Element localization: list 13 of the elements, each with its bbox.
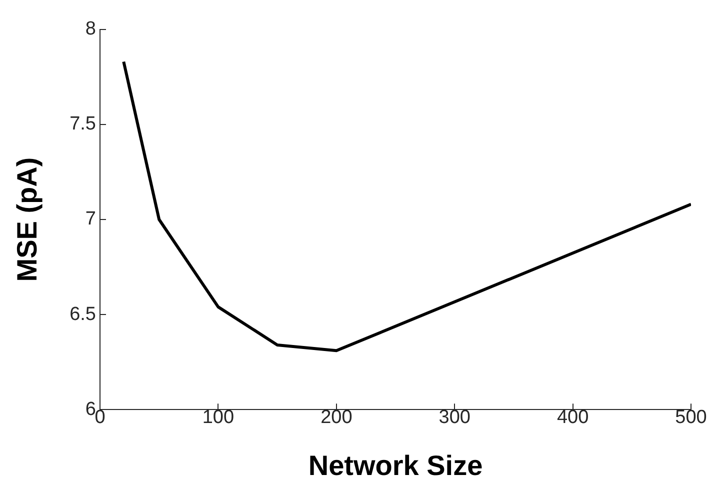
x-tick-label: 400 (556, 407, 589, 428)
x-tick-label: 200 (320, 407, 352, 428)
x-tick-label: 100 (202, 407, 234, 428)
x-axis-title: Network Size (308, 450, 483, 481)
y-axis-title: MSE (pA) (12, 157, 43, 282)
x-tick-label: 300 (438, 407, 470, 428)
y-tick-label: 6 (85, 398, 96, 420)
y-tick-label: 7.5 (70, 114, 96, 135)
x-tick-label: 500 (675, 407, 707, 428)
x-tick-label: 0 (94, 407, 106, 428)
y-tick-label: 6.5 (70, 304, 96, 325)
y-tick-label: 7 (85, 208, 96, 230)
y-tick-label: 8 (85, 18, 96, 40)
